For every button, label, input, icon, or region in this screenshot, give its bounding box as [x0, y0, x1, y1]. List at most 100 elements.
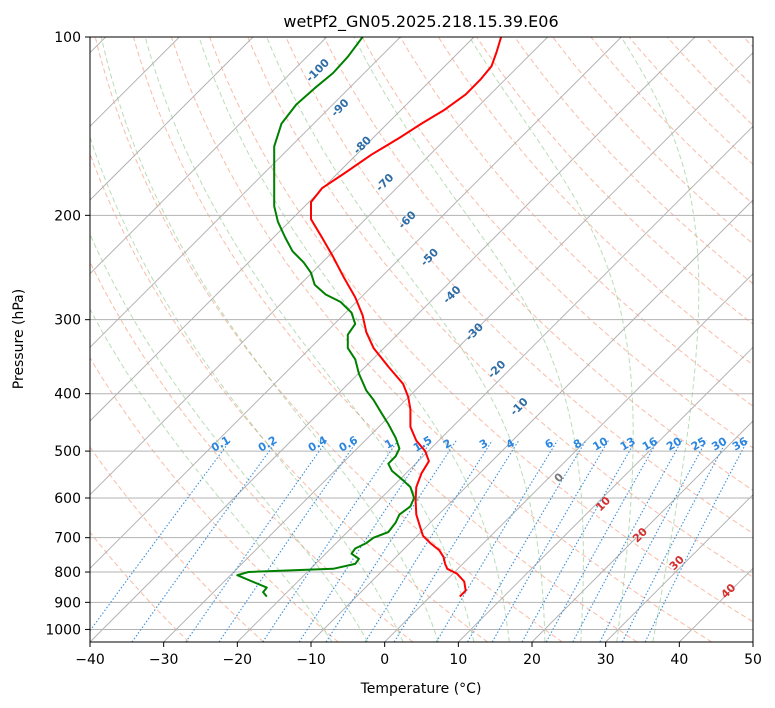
y-axis-title: Pressure (hPa)	[11, 289, 27, 389]
moist-adiabat	[90, 232, 369, 642]
y-tick-label: 900	[54, 595, 81, 611]
x-tick-label: −20	[223, 652, 253, 668]
isotherm	[163, 51, 753, 642]
dry-adiabat	[90, 152, 488, 642]
plot-area: 0.1 0.2 0.4 0.6 1 1.5 2 3 4 6 8 10 13 16 20 25 30 36-100-…	[90, 37, 753, 642]
isotherm	[90, 37, 622, 570]
dry-adiabat	[666, 37, 753, 126]
mixing-ratio-line	[599, 440, 707, 642]
moist-adiabat	[266, 37, 546, 642]
moist-adiabat-label: 30	[667, 553, 687, 573]
dry-adiabat	[704, 37, 753, 87]
mixing-ratio-line	[644, 440, 748, 642]
isotherm	[90, 37, 401, 349]
dry-adiabat	[552, 37, 753, 245]
chart-title: wetPf2_GN05.2025.218.15.39.E06	[283, 12, 558, 32]
dry-adiabat-label: -90	[328, 96, 351, 119]
isotherm	[752, 641, 753, 642]
dry-adiabat	[247, 37, 753, 578]
moist-adiabat	[620, 37, 700, 642]
y-tick-label: 200	[54, 208, 81, 224]
dry-adiabat	[132, 37, 638, 642]
dry-adiabat	[94, 37, 563, 642]
dry-adiabat-label: -20	[485, 358, 508, 381]
isotherm	[90, 37, 696, 642]
x-tick-label: 30	[597, 652, 615, 668]
mixing-ratio-line	[90, 440, 231, 632]
dry-adiabat-label: -10	[508, 395, 531, 418]
mixing-ratio-label: 6	[543, 436, 556, 451]
x-tick-label: −10	[296, 652, 326, 668]
x-tick-label: 10	[449, 652, 467, 668]
mixing-ratio-line	[364, 440, 493, 642]
dry-adiabat	[514, 37, 753, 285]
isotherms	[90, 37, 753, 642]
isotherm	[678, 567, 753, 642]
y-tick-label: 800	[54, 565, 81, 581]
isobars	[90, 37, 753, 630]
isotherm	[310, 199, 753, 642]
mixing-ratio-line	[262, 440, 399, 642]
x-tick-label: −30	[149, 652, 179, 668]
moist-adiabat	[198, 37, 510, 642]
y-tick-label: 700	[54, 531, 81, 547]
moist-adiabats	[90, 37, 700, 642]
moist-adiabat	[90, 135, 404, 642]
isotherm	[90, 37, 549, 496]
x-tick-label: 40	[670, 652, 688, 668]
temperature-profile	[310, 37, 503, 598]
mixing-ratio-label: 2	[441, 437, 454, 452]
dry-adiabat-label: -60	[396, 208, 419, 231]
mixing-ratio-line	[621, 440, 728, 642]
dry-adiabat	[171, 37, 712, 642]
moist-adiabat	[100, 37, 439, 642]
dry-adiabat-label: -70	[373, 171, 396, 194]
mixing-ratio-line	[185, 440, 328, 642]
moist-adiabat-label: 10	[593, 494, 613, 514]
dry-adiabats	[90, 37, 753, 642]
dry-adiabat	[323, 37, 753, 491]
dry-adiabat	[399, 37, 753, 407]
dry-adiabat	[209, 37, 753, 623]
y-tick-label: 600	[54, 491, 81, 507]
mixing-ratio-label: 4	[504, 436, 517, 451]
moist-adiabat	[469, 37, 634, 642]
y-axis: 100 200 300 400 500 600 700 800 900 1000	[45, 30, 90, 638]
moist-adiabat-label: 20	[630, 525, 650, 545]
mixing-ratio-line	[393, 440, 520, 642]
dry-adiabat	[90, 531, 190, 642]
y-tick-label: 500	[54, 444, 81, 460]
y-tick-label: 1000	[45, 622, 81, 638]
dry-adiabat-label: -30	[463, 320, 486, 343]
dry-adiabat	[476, 37, 753, 325]
dry-adiabat	[90, 356, 339, 642]
x-tick-label: 50	[744, 652, 762, 668]
x-axis-title: Temperature (°C)	[360, 681, 482, 697]
x-axis: −40 −30 −20 −10 0 10 20 30 40 50	[75, 642, 762, 668]
isotherm	[90, 37, 328, 275]
x-tick-label: 0	[380, 652, 389, 668]
moist-adiabat	[353, 37, 584, 642]
moist-adiabat	[90, 308, 333, 642]
y-tick-label: 300	[54, 313, 81, 329]
isotherm	[457, 346, 753, 642]
isopleth-labels: 0.1 0.2 0.4 0.6 1 1.5 2 3 4 6 8 10 13 16 20 25 30 36-100-…	[209, 56, 750, 601]
isotherm	[384, 272, 753, 642]
dry-adiabat-label: -80	[351, 133, 374, 156]
mixing-ratio-line	[218, 440, 358, 642]
dry-adiabat	[437, 37, 753, 366]
y-tick-label: 100	[54, 30, 81, 46]
mixing-ratio-line	[467, 440, 587, 642]
x-tick-label: −40	[75, 652, 105, 668]
isotherm	[236, 125, 753, 642]
mixing-ratio-line	[572, 440, 683, 642]
dry-adiabat	[590, 37, 753, 205]
x-tick-label: 20	[523, 652, 541, 668]
y-tick-label: 400	[54, 387, 81, 403]
mixing-ratio-label: 3	[477, 437, 490, 452]
mixing-ratio-line	[325, 440, 457, 642]
mixing-ratio-line	[491, 440, 609, 642]
moist-adiabat-label: 40	[718, 581, 738, 601]
dewpoint-profile	[236, 37, 416, 598]
